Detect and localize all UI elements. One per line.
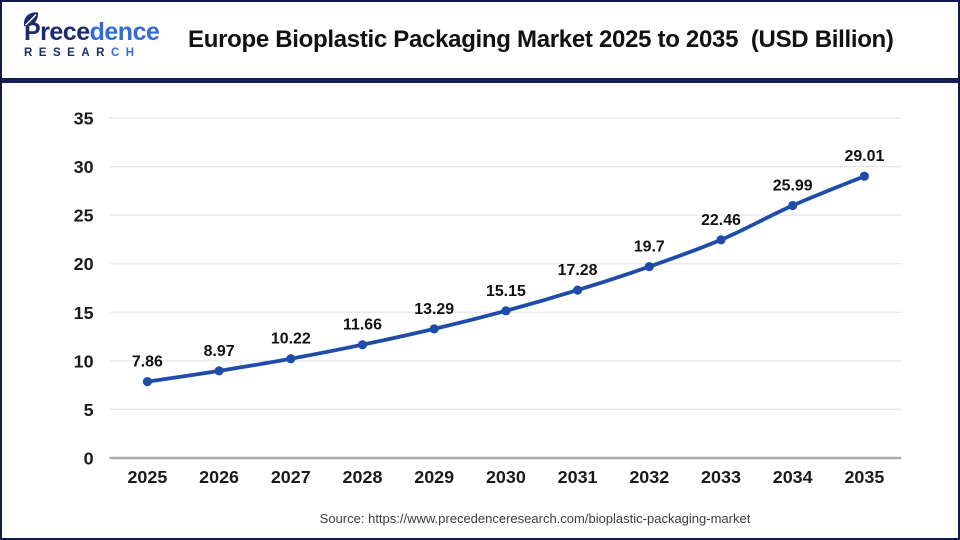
data-point xyxy=(501,306,511,316)
chart-area: 0 5 10 15 20 25 30 35 2025 2026 2027 2028 2029 2030 20… xyxy=(2,83,958,538)
data-label: 11.66 xyxy=(343,317,382,334)
y-tick-label: 5 xyxy=(84,400,94,420)
logo: Precedence RESEARCH xyxy=(23,12,174,60)
x-tick-label: 2035 xyxy=(844,467,884,487)
x-tick-label: 2032 xyxy=(629,467,669,487)
y-tick-label: 15 xyxy=(74,303,94,323)
data-label: 22.46 xyxy=(701,212,741,229)
x-tick-label: 2030 xyxy=(486,467,526,487)
data-point xyxy=(573,285,583,295)
data-point xyxy=(142,377,152,387)
x-tick-label: 2025 xyxy=(127,467,167,487)
y-tick-label: 20 xyxy=(74,254,94,274)
data-label: 19.7 xyxy=(634,239,665,256)
x-tick-label: 2027 xyxy=(271,467,311,487)
x-tick-label: 2028 xyxy=(343,467,383,487)
logo-wordmark: Precedence xyxy=(24,20,174,45)
x-tick-label: 2026 xyxy=(199,467,239,487)
data-label: 17.28 xyxy=(558,262,598,279)
page-title: Europe Bioplastic Packaging Market 2025 … xyxy=(188,26,894,53)
data-label: 10.22 xyxy=(271,331,311,348)
y-tick-label: 35 xyxy=(74,108,94,128)
x-tick-label: 2033 xyxy=(701,467,741,487)
logo-subtitle: RESEARCH xyxy=(24,48,174,60)
data-label: 7.86 xyxy=(132,354,163,371)
header: Precedence RESEARCH Europe Bioplastic Pa… xyxy=(2,2,958,83)
data-label: 25.99 xyxy=(773,177,813,194)
data-label: 8.97 xyxy=(204,343,235,360)
data-label: 15.15 xyxy=(486,283,526,300)
data-label: 29.01 xyxy=(844,148,884,165)
y-tick-label: 25 xyxy=(74,206,94,226)
x-tick-label: 2029 xyxy=(414,467,454,487)
logo-wordmark-suffix: dence xyxy=(89,18,160,47)
data-point xyxy=(214,366,224,376)
x-tick-label: 2031 xyxy=(558,467,598,487)
data-point xyxy=(859,171,869,181)
trend-line xyxy=(145,174,867,384)
data-point xyxy=(286,354,296,364)
data-label: 13.29 xyxy=(414,301,454,318)
logo-subtitle-suffix: CH xyxy=(110,47,141,60)
logo-subtitle-prefix: RESEAR xyxy=(24,47,111,60)
logo-wordmark-prefix: Prece xyxy=(24,18,90,47)
data-point xyxy=(716,235,726,245)
y-tick-label: 0 xyxy=(84,448,94,468)
x-tick-label: 2034 xyxy=(773,467,813,487)
data-point xyxy=(429,324,439,334)
y-tick-label: 10 xyxy=(74,351,94,371)
y-tick-label: 30 xyxy=(74,157,94,177)
leaf-icon xyxy=(23,12,39,27)
data-point xyxy=(357,340,368,350)
data-point xyxy=(644,262,654,272)
source-citation: Source: https://www.precedenceresearch.c… xyxy=(319,511,751,526)
data-point xyxy=(788,200,798,211)
